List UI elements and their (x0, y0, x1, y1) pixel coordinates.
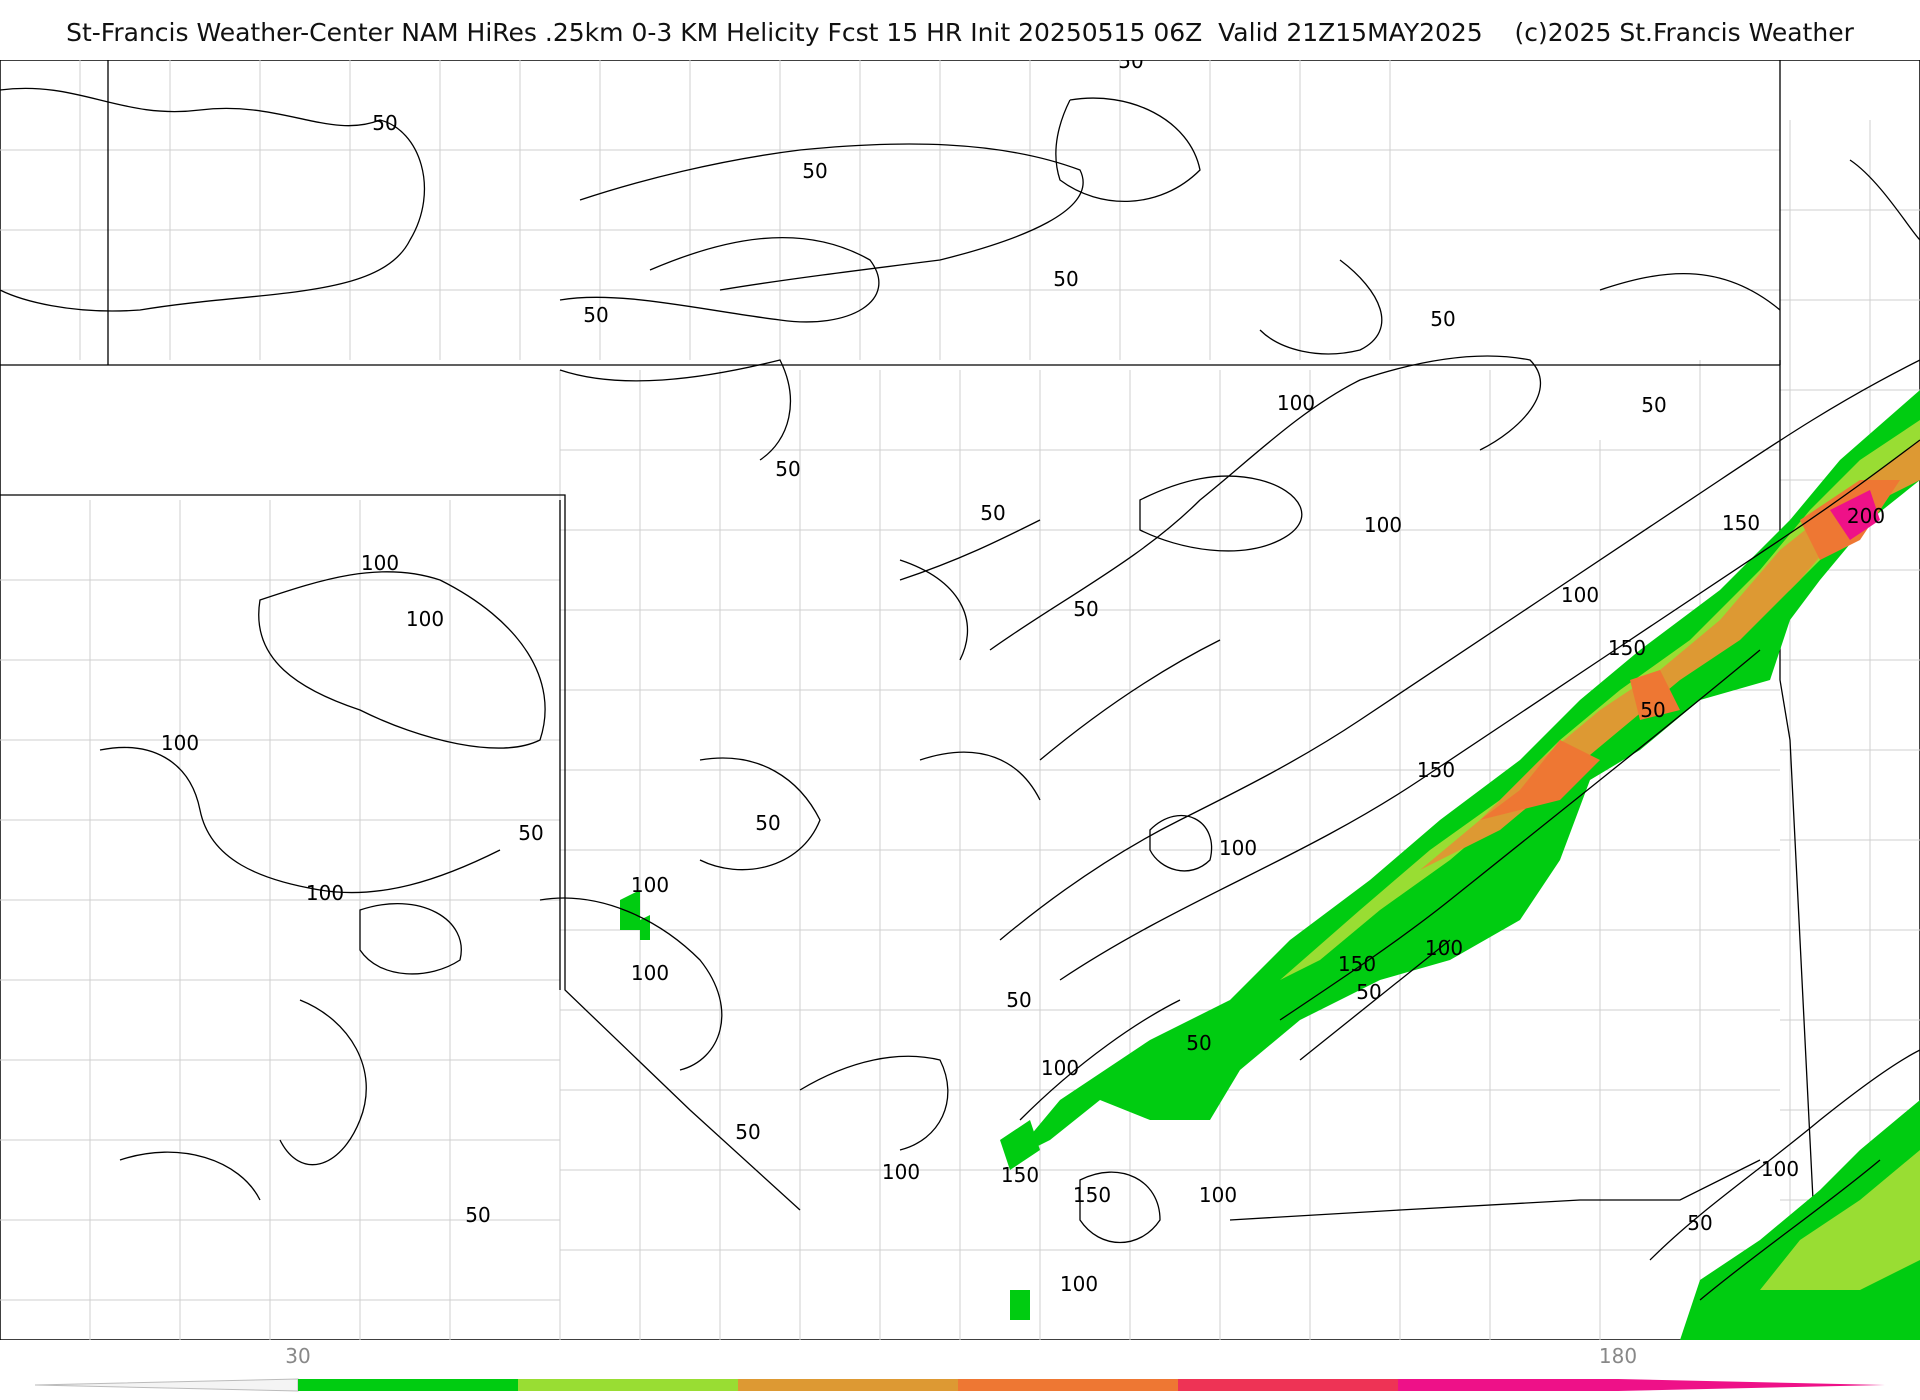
contour-label: 100 (161, 731, 199, 755)
contour-label: 50 (1186, 1031, 1211, 1055)
contour-label: 150 (1338, 952, 1376, 976)
colorbar-segment (518, 1379, 739, 1391)
contour-label: 100 (631, 961, 669, 985)
colorbar (34, 1378, 1885, 1392)
contour-label: 100 (1277, 391, 1315, 415)
contour-label: 100 (1060, 1272, 1098, 1296)
contour-label: 150 (1417, 758, 1455, 782)
contour-label: 50 (1118, 60, 1143, 73)
contour-label: 50 (1073, 597, 1098, 621)
contour-label: 50 (980, 501, 1005, 525)
colorbar-right-triangle (1618, 1379, 1885, 1391)
contour-label: 150 (1001, 1163, 1039, 1187)
colorbar-segment (298, 1379, 519, 1391)
contour-label: 50 (1641, 393, 1666, 417)
contour-label: 150 (1722, 511, 1760, 535)
contour-label: 100 (1761, 1157, 1799, 1181)
colorbar-left-triangle (34, 1378, 299, 1392)
contour-label: 100 (882, 1160, 920, 1184)
contour-label: 150 (1608, 636, 1646, 660)
colorbar-tick-label: 30 (285, 1344, 311, 1368)
helicity-contours (0, 87, 1920, 1301)
colorbar-segment (738, 1379, 959, 1391)
contour-label: 100 (406, 607, 444, 631)
state-borders (0, 60, 1821, 1340)
county-lines (0, 60, 1920, 1340)
contour-label: 100 (1364, 513, 1402, 537)
contour-label: 50 (518, 821, 543, 845)
contour-label: 100 (1561, 583, 1599, 607)
contour-label: 50 (1640, 698, 1665, 722)
helicity-shading (620, 390, 1920, 1340)
contour-label: 150 (1073, 1183, 1111, 1207)
map-title: St-Francis Weather-Center NAM HiRes .25k… (66, 18, 1854, 47)
contour-labels: 50 50 50 50 50 50 50 50 100 100 50 50 10… (161, 60, 1885, 1296)
contour-label: 50 (735, 1120, 760, 1144)
contour-label: 50 (465, 1203, 490, 1227)
contour-label: 50 (1687, 1211, 1712, 1235)
colorbar-tick-label: 180 (1598, 1344, 1638, 1368)
contour-label: 50 (1356, 980, 1381, 1004)
contour-label: 100 (1199, 1183, 1237, 1207)
contour-label: 50 (755, 811, 780, 835)
contour-label: 50 (802, 159, 827, 183)
helicity-map: 50 50 50 50 50 50 50 50 100 100 50 50 10… (0, 60, 1920, 1340)
contour-label: 100 (1041, 1056, 1079, 1080)
contour-label: 100 (631, 873, 669, 897)
contour-label: 200 (1847, 504, 1885, 528)
colorbar-segment (1398, 1379, 1619, 1391)
contour-label: 50 (1430, 307, 1455, 331)
contour-label: 100 (1425, 936, 1463, 960)
contour-label: 100 (306, 881, 344, 905)
contour-label: 100 (1219, 836, 1257, 860)
contour-label: 50 (583, 303, 608, 327)
contour-label: 50 (372, 111, 397, 135)
contour-label: 50 (775, 457, 800, 481)
contour-label: 50 (1006, 988, 1031, 1012)
colorbar-segment (958, 1379, 1179, 1391)
colorbar-segment (1178, 1379, 1399, 1391)
colorbar-segments (298, 1379, 1619, 1391)
contour-label: 50 (1053, 267, 1078, 291)
contour-label: 100 (361, 551, 399, 575)
